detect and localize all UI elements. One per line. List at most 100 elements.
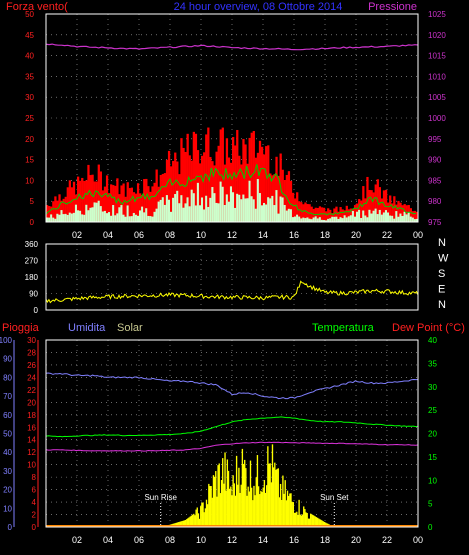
min-wind-bar xyxy=(219,181,222,222)
solar-bar xyxy=(213,476,216,527)
gust-bar xyxy=(267,145,270,222)
gust-bar xyxy=(79,180,82,222)
gust-bar xyxy=(132,192,136,222)
solar-bar xyxy=(202,502,204,527)
solar-bar xyxy=(231,495,233,527)
min-wind-bar xyxy=(236,193,239,222)
min-wind-bar xyxy=(403,211,406,222)
gust-bar xyxy=(50,206,53,222)
wind-tick-label: 25 xyxy=(25,114,34,123)
solar-bar xyxy=(187,518,189,527)
gust-bar xyxy=(368,189,371,222)
pressure-tick-label: 1020 xyxy=(428,31,446,40)
min-wind-bar xyxy=(246,198,249,222)
solar-bar xyxy=(286,490,289,527)
x-tick-label: 10 xyxy=(196,230,206,240)
min-wind-bar xyxy=(279,196,282,222)
gust-bar xyxy=(159,174,162,222)
gust-bar xyxy=(294,198,297,222)
solar-bar xyxy=(299,514,301,527)
min-wind-bar xyxy=(130,216,133,222)
humidity-tick-label: 40 xyxy=(3,448,12,457)
min-wind-bar xyxy=(143,212,146,222)
solar-bar xyxy=(254,495,256,527)
x-tick-label: 14 xyxy=(258,230,268,240)
min-wind-bar xyxy=(225,194,229,222)
solar-bar xyxy=(322,521,325,527)
min-wind-bar xyxy=(318,217,322,222)
min-wind-bar xyxy=(376,214,379,222)
rain-tick-label: 30 xyxy=(27,336,36,345)
gust-bar xyxy=(221,127,224,222)
solar-bar xyxy=(279,483,282,527)
solar-bar xyxy=(226,459,229,527)
x-tick-label: 08 xyxy=(165,230,175,240)
solar-bar xyxy=(319,519,321,527)
gust-bar xyxy=(287,171,291,222)
solar-bar xyxy=(294,512,297,527)
solar-bar xyxy=(320,519,322,527)
solar-bar xyxy=(268,463,270,527)
solar-bar xyxy=(293,512,296,527)
gust-bar xyxy=(215,151,218,222)
solar-bar xyxy=(215,471,217,527)
min-wind-bar xyxy=(411,217,415,222)
min-wind-bar xyxy=(380,214,384,222)
gust-bar xyxy=(382,190,386,222)
gust-bar xyxy=(374,184,377,222)
gust-bar xyxy=(337,211,340,222)
gust-bar xyxy=(269,173,272,222)
min-wind-bar xyxy=(108,212,111,222)
min-wind-bar xyxy=(60,210,63,222)
legend-solar: Solar xyxy=(117,322,143,334)
gust-bar xyxy=(217,145,220,222)
gust-bar xyxy=(207,127,210,222)
gust-bar xyxy=(252,131,255,222)
min-wind-bar xyxy=(407,212,410,222)
gust-bar xyxy=(172,160,175,222)
min-wind-bar xyxy=(415,218,419,222)
gust-bar xyxy=(58,194,61,222)
x-tick-label: 10 xyxy=(196,535,206,545)
solar-bar xyxy=(237,484,239,527)
min-wind-bar xyxy=(116,213,119,222)
gust-bar xyxy=(300,202,303,222)
min-wind-bar xyxy=(349,215,353,222)
solar-bar xyxy=(297,514,299,527)
humidity-tick-label: 70 xyxy=(3,392,12,401)
min-wind-bar xyxy=(184,203,187,222)
gust-bar xyxy=(345,205,348,222)
gust-bar xyxy=(415,211,419,222)
direction-tick-label: 360 xyxy=(25,240,39,249)
solar-bar xyxy=(300,515,303,527)
wind-pressure-panel: Forza vento( 24 hour overview, 08 Ottobr… xyxy=(6,1,446,240)
rain-tick-label: 12 xyxy=(27,448,36,457)
humidity-line xyxy=(45,372,418,400)
min-wind-bar xyxy=(83,214,86,222)
min-wind-bar xyxy=(300,218,303,222)
min-wind-bar xyxy=(360,217,363,222)
humidity-tick-label: 20 xyxy=(3,486,12,495)
x-tick-label: 00 xyxy=(413,535,423,545)
min-wind-bar xyxy=(389,215,392,222)
min-wind-bar xyxy=(157,201,160,222)
solar-bar xyxy=(242,463,245,527)
humidity-tick-label: 60 xyxy=(3,411,12,420)
gust-bar xyxy=(250,132,253,222)
rain-tick-label: 28 xyxy=(27,348,36,357)
min-wind-bar xyxy=(217,203,220,222)
gust-bar xyxy=(163,173,167,222)
gust-bar xyxy=(302,204,305,222)
chart-title: 24 hour overview, 08 Ottobre 2014 xyxy=(174,1,343,13)
gust-bar xyxy=(329,209,332,222)
solar-bar xyxy=(223,483,225,527)
min-wind-bar xyxy=(366,217,369,222)
min-wind-bar xyxy=(238,194,241,222)
gust-bar xyxy=(242,138,245,222)
solar-bar xyxy=(179,521,181,527)
wind-tick-label: 50 xyxy=(25,10,34,19)
solar-bar xyxy=(247,486,249,527)
min-wind-bar xyxy=(232,192,235,222)
solar-bar xyxy=(211,497,213,527)
